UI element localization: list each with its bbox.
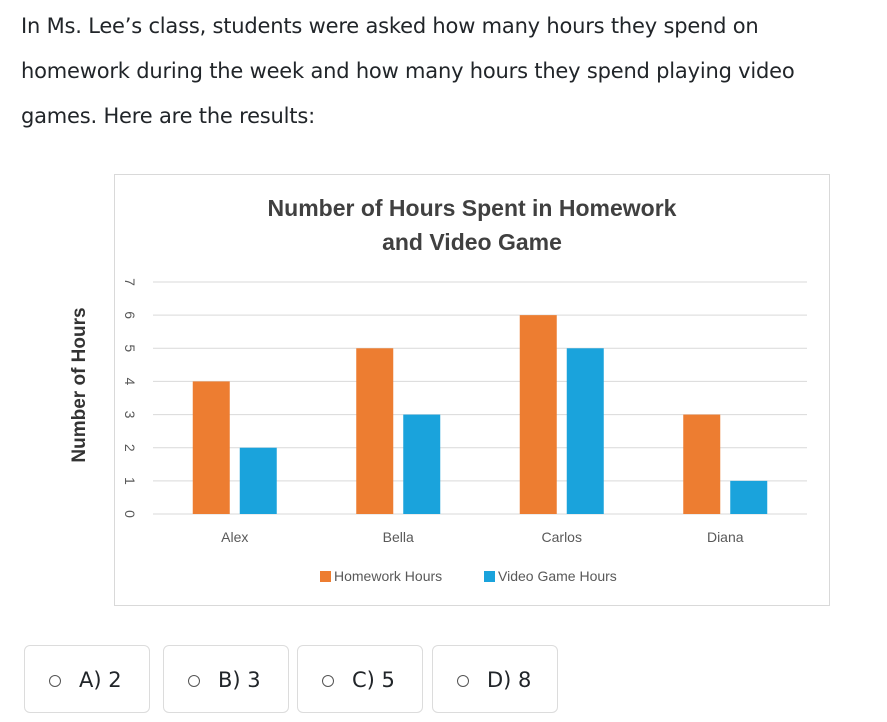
radio-icon[interactable] [322,675,334,687]
choice-c-button[interactable]: C) 5 [297,645,423,713]
y-axis-label: Number of Hours [69,307,90,463]
choice-a-button[interactable]: A) 2 [24,645,150,713]
y-tick-label: 2 [122,444,138,452]
choice-d-button[interactable]: D) 8 [432,645,558,713]
choice-label: C) 5 [352,668,395,692]
chart-container: Number of Hours Spent in Homework and Vi… [114,174,830,606]
legend-label: Video Game Hours [498,568,617,584]
choice-b-button[interactable]: B) 3 [163,645,289,713]
y-tick-label: 1 [122,477,138,485]
radio-icon[interactable] [49,675,61,687]
y-tick-label: 5 [122,344,138,352]
bar-diana-homework [683,414,721,514]
chart-title-line-2: and Video Game [382,229,562,255]
bars [192,315,768,514]
x-category-label: Diana [707,529,744,545]
x-category-label: Carlos [542,529,582,545]
x-category-label: Alex [221,529,248,545]
bar-chart: Number of Hours Spent in Homework and Vi… [122,195,807,584]
x-category-label: Bella [383,529,414,545]
y-tick-label: 4 [122,378,138,386]
bar-bella-video-game [403,414,441,514]
choice-label: B) 3 [218,668,261,692]
bar-bella-homework [356,348,394,514]
y-tick-labels: 0 1 2 3 4 5 6 7 [122,278,138,518]
bar-carlos-video-game [566,348,604,514]
question-text: In Ms. Lee’s class, students were asked … [21,14,795,128]
radio-icon[interactable] [188,675,200,687]
legend: Homework Hours Video Game Hours [320,568,617,584]
y-tick-label: 0 [122,510,138,518]
x-category-labels: Alex Bella Carlos Diana [221,529,744,545]
radio-icon[interactable] [457,675,469,687]
choice-label: A) 2 [79,668,122,692]
bar-alex-video-game [239,447,277,514]
y-tick-label: 3 [122,411,138,419]
y-tick-label: 7 [122,278,138,286]
choice-label: D) 8 [487,668,532,692]
y-tick-label: 6 [122,311,138,319]
chart-title-line-1: Number of Hours Spent in Homework [268,195,677,221]
bar-carlos-homework [519,315,557,514]
bar-alex-homework [192,381,230,514]
legend-label: Homework Hours [334,568,442,584]
legend-swatch [484,571,495,582]
legend-swatch [320,571,331,582]
bar-diana-video-game [730,480,768,514]
